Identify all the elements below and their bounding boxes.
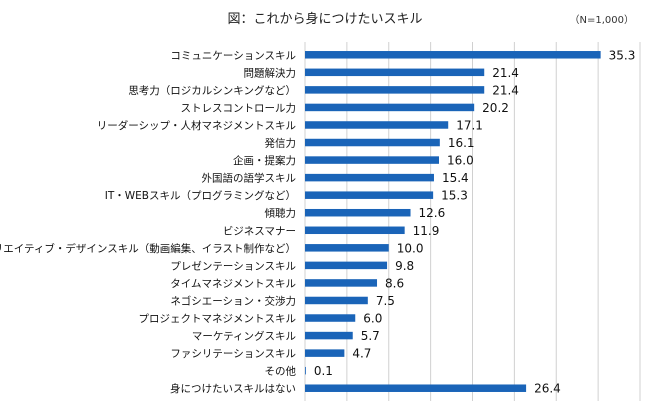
category-label: プレゼンテーションスキル — [170, 260, 296, 272]
bar — [305, 121, 449, 129]
bar — [305, 314, 356, 322]
value-label: 26.4 — [534, 382, 561, 396]
category-label: 外国語の語学スキル — [202, 172, 297, 185]
value-label: 15.4 — [442, 171, 469, 185]
category-label: 発信力 — [265, 137, 297, 150]
bar — [305, 331, 353, 340]
value-label: 5.7 — [361, 329, 380, 343]
value-label: 7.5 — [376, 294, 395, 308]
value-label: 21.4 — [492, 83, 519, 97]
bar — [305, 349, 345, 357]
bar — [305, 68, 485, 77]
value-label: 17.1 — [456, 118, 483, 132]
category-label: 問題解決力 — [244, 66, 297, 79]
value-label: 15.3 — [441, 189, 468, 203]
value-label: 11.9 — [413, 224, 440, 238]
category-label: リーダーシップ・人材マネジメントスキル — [97, 119, 296, 132]
category-label: マーケティングスキル — [192, 330, 296, 343]
value-label: 10.0 — [397, 241, 424, 255]
grid-lines — [304, 42, 641, 401]
chart-title: 図：これから身につけたいスキル — [227, 11, 422, 27]
category-label: タイムマネジメントスキル — [170, 278, 296, 290]
category-label: ファシリテーションスキル — [170, 348, 296, 360]
value-label: 0.1 — [314, 364, 333, 378]
bars — [305, 51, 601, 392]
bar — [305, 103, 475, 112]
value-label: 6.0 — [363, 312, 382, 326]
category-label: ストレスコントロール力 — [181, 101, 297, 114]
category-label: ネゴシエーション・交渉力 — [170, 294, 296, 307]
category-label: 傾聴力 — [265, 207, 297, 220]
value-label: 8.6 — [385, 276, 404, 290]
value-label: 12.6 — [419, 206, 446, 220]
bar — [305, 226, 405, 235]
category-label: その他 — [265, 365, 297, 378]
bar — [305, 86, 485, 94]
value-label: 9.8 — [395, 259, 414, 273]
bar — [305, 384, 527, 392]
value-label: 4.7 — [352, 347, 371, 361]
bar — [305, 51, 601, 59]
category-label: 企画・提案力 — [233, 154, 296, 167]
bar — [305, 208, 411, 217]
category-label: 身につけたいスキルはない — [170, 382, 296, 395]
category-label: コミュニケーションスキル — [170, 50, 296, 62]
sample-size-note: （N=1,000） — [570, 14, 635, 26]
value-label: 21.4 — [492, 66, 519, 80]
category-label: ビジネスマナー — [223, 225, 296, 237]
value-labels: 35.3 21.4 21.4 20.2 17.1 16.1 16.0 15.4 15.3 12.6… — [314, 48, 636, 395]
bar — [305, 173, 434, 182]
value-label: 16.1 — [448, 136, 475, 150]
category-label: プロジェクトマネジメントスキル — [139, 313, 297, 325]
value-label: 35.3 — [609, 48, 636, 62]
bar — [305, 156, 439, 164]
category-label: クリエイティブ・デザインスキル（動画編集、イラスト制作など） — [0, 242, 296, 255]
bar — [305, 244, 389, 252]
bar — [305, 279, 378, 287]
bar — [305, 366, 306, 375]
value-label: 16.0 — [447, 154, 474, 168]
bar — [305, 296, 368, 305]
category-label: IT・WEBスキル（プログラミングなど） — [105, 189, 296, 202]
bar — [305, 191, 434, 199]
category-label: 思考力（ロジカルシンキングなど） — [128, 84, 296, 97]
value-label: 20.2 — [482, 101, 509, 115]
bar — [305, 138, 440, 147]
bar — [305, 261, 388, 270]
